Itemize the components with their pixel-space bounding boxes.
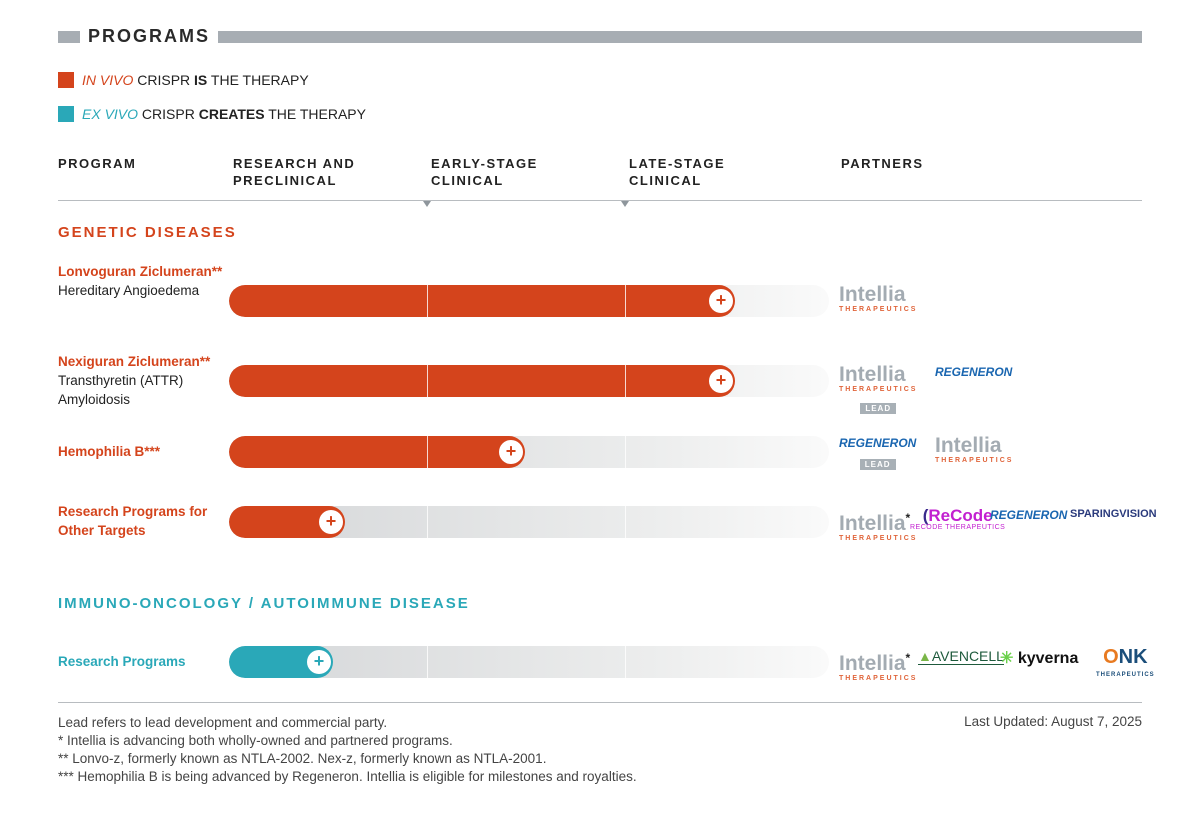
program-label: Lonvoguran Ziclumeran** Hereditary Angioe…: [58, 264, 223, 298]
header-divider: [58, 200, 1142, 201]
onk-logo: ONK THERAPEUTICS: [1096, 646, 1155, 678]
col-partners: PARTNERS: [841, 156, 924, 171]
last-updated: Last Updated: August 7, 2025: [964, 714, 1142, 729]
partner-logo: ▲AVENCELL: [918, 648, 1004, 665]
progress-track: +: [229, 506, 829, 538]
col-program: PROGRAM: [58, 156, 137, 171]
progress-fill: [229, 436, 525, 468]
col-late: LATE-STAGE CLINICAL: [629, 156, 726, 188]
footnotes: Lead refers to lead development and comm…: [58, 715, 637, 784]
partner-logo: ONK THERAPEUTICS: [1096, 646, 1155, 684]
partner-logo: ✳ kyverna: [1000, 648, 1078, 668]
section-title: IMMUNO-ONCOLOGY / AUTOIMMUNE DISEASE: [58, 595, 470, 612]
lead-badge: LEAD: [860, 403, 897, 414]
plus-icon[interactable]: +: [709, 369, 733, 393]
progress-fill: [229, 365, 735, 397]
stage-marker-icon: [423, 201, 431, 207]
page-title: PROGRAMS: [88, 26, 211, 46]
legend-ex-vivo: EX VIVO CRISPR CREATES THE THERAPY: [58, 106, 366, 122]
partner-logo: Intellia* THERAPEUTICS: [839, 648, 917, 683]
program-label: Research Programs for Other Targets: [58, 504, 208, 538]
partner-logo: SPARINGVISION: [1070, 508, 1157, 520]
header-bar-right: [218, 31, 1142, 43]
intellia-logo: Intellia THERAPEUTICS: [839, 283, 918, 313]
program-label: Nexiguran Ziclumeran** Transthyretin (ATT…: [58, 354, 211, 407]
progress-fill: [229, 285, 735, 317]
legend-in-vivo: IN VIVO CRISPR IS THE THERAPY: [58, 72, 309, 88]
plus-icon[interactable]: +: [499, 440, 523, 464]
intellia-logo: Intellia* THERAPEUTICS: [839, 651, 918, 682]
intellia-logo: Intellia THERAPEUTICS: [935, 434, 1014, 464]
progress-track: +: [229, 646, 829, 678]
lead-badge: LEAD: [859, 459, 896, 470]
col-early: EARLY-STAGE CLINICAL: [431, 156, 538, 188]
partner-logo: REGENERON: [935, 365, 1012, 379]
header-bar-left: [58, 31, 80, 43]
partner-logo: Intellia THERAPEUTICS: [839, 283, 918, 314]
regeneron-logo: REGENERON: [990, 508, 1068, 522]
partner-logo: Intellia THERAPEUTICS LEAD: [839, 363, 918, 416]
partner-logo: REGENERON LEAD: [839, 436, 916, 472]
progress-track: +: [229, 436, 829, 468]
partner-logo: Intellia THERAPEUTICS: [935, 434, 1014, 465]
sparingvision-logo: SPARINGVISION: [1070, 508, 1157, 520]
kyverna-logo: ✳ kyverna: [1000, 650, 1079, 667]
regeneron-logo: REGENERON: [839, 436, 917, 450]
plus-icon[interactable]: +: [319, 510, 343, 534]
plus-icon[interactable]: +: [709, 289, 733, 313]
partner-logo: Intellia* THERAPEUTICS: [839, 508, 917, 543]
intellia-logo: Intellia* THERAPEUTICS: [839, 511, 918, 542]
avencell-logo: ▲AVENCELL: [918, 648, 1004, 665]
intellia-logo: Intellia THERAPEUTICS: [839, 363, 918, 393]
plus-icon[interactable]: +: [307, 650, 331, 674]
regeneron-logo: REGENERON: [935, 365, 1013, 379]
stage-marker-icon: [621, 201, 629, 207]
program-label: Hemophilia B***: [58, 444, 161, 459]
progress-track: +: [229, 285, 829, 317]
section-title: GENETIC DISEASES: [58, 224, 237, 241]
partner-logo: REGENERON: [990, 508, 1067, 522]
footer-divider: [58, 702, 1142, 703]
partner-logo: (ReCode ReCode Therapeutics: [910, 506, 1006, 532]
recode-name: ReCode Therapeutics: [910, 524, 1006, 531]
progress-track: +: [229, 365, 829, 397]
recode-logo: (ReCode ReCode Therapeutics: [910, 506, 1006, 531]
program-label: Research Programs: [58, 654, 186, 669]
col-research: RESEARCH AND PRECLINICAL: [233, 156, 356, 188]
